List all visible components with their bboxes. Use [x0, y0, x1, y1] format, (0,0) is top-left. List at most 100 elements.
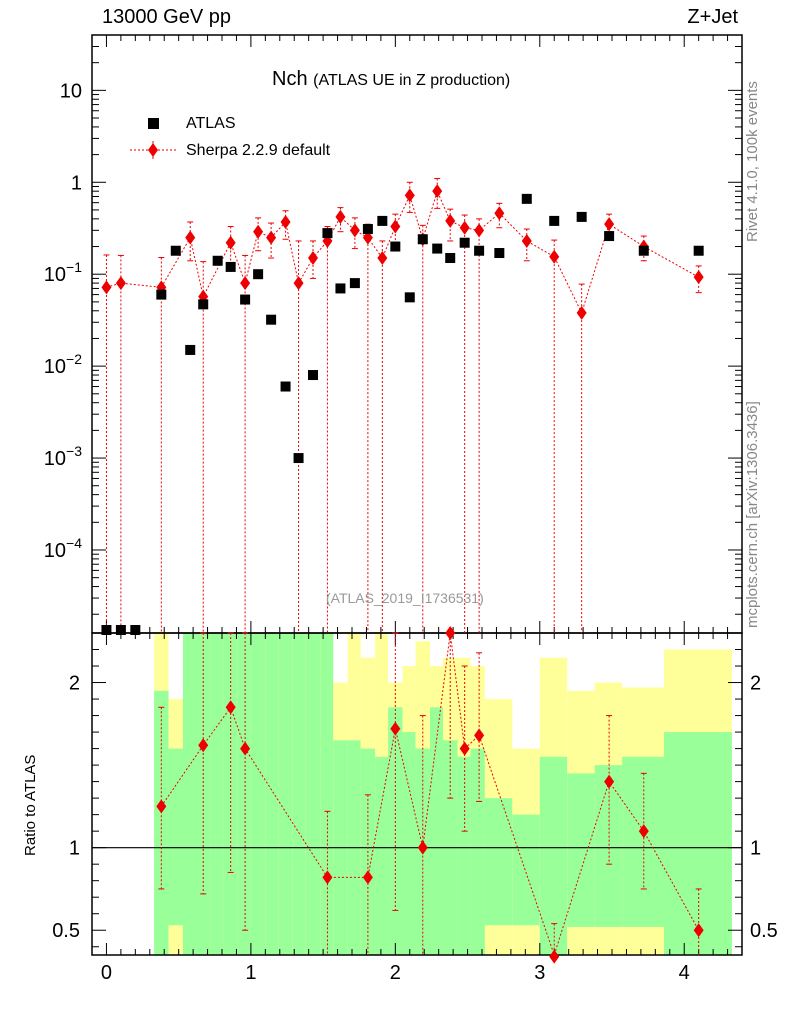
green-band-bin	[250, 633, 266, 955]
ratio-point	[445, 626, 456, 640]
ratio-point	[459, 741, 470, 756]
atlas-point	[576, 211, 587, 222]
atlas-point	[266, 314, 277, 325]
y-tick-label-exponent: −4	[66, 535, 82, 551]
header-collision-energy: 13000 GeV pp	[102, 6, 231, 28]
series-atlas	[101, 193, 704, 635]
green-band-bin	[457, 756, 471, 955]
series-ratio	[156, 626, 704, 964]
green-band-bin	[622, 756, 664, 927]
atlas-point	[170, 245, 181, 256]
sherpa-point	[576, 305, 587, 320]
atlas-point	[377, 215, 388, 226]
green-band-bin	[388, 707, 403, 955]
analysis-id-watermark: (ATLAS_2019_I1736531)	[326, 590, 484, 606]
atlas-point	[417, 234, 428, 245]
sherpa-point	[494, 206, 505, 221]
sherpa-point	[377, 251, 388, 266]
ratio-point	[362, 870, 373, 885]
sherpa-point	[101, 280, 112, 295]
y-tick-label-exponent: −1	[66, 259, 82, 275]
green-band-bin	[278, 633, 293, 955]
atlas-point	[240, 294, 251, 305]
sherpa-point	[521, 233, 532, 248]
sherpa-point	[225, 235, 236, 250]
atlas-point	[638, 245, 649, 256]
y-tick-label: 1	[71, 172, 82, 194]
green-band-bin	[183, 633, 196, 955]
y-tick-label-base: 10	[44, 264, 66, 286]
sherpa-point	[308, 251, 318, 266]
sherpa-point	[185, 230, 196, 245]
main-y-axis: 10 1 10−1 10−2 10−3 10 −4	[44, 34, 742, 615]
atlas-point	[308, 370, 318, 381]
green-band-bin	[664, 732, 732, 955]
sherpa-point	[474, 223, 485, 238]
x-tick-label: 3	[534, 962, 545, 984]
atlas-point	[130, 625, 141, 635]
sherpa-point	[432, 184, 443, 199]
sherpa-point	[549, 249, 560, 264]
ratio-y-axis: 0.5 0.5 1 1 2 2	[52, 649, 778, 948]
y-tick-label-exponent: −3	[66, 443, 82, 459]
atlas-point	[432, 243, 443, 254]
sherpa-point	[390, 219, 401, 234]
sherpa-point	[459, 220, 470, 235]
ratio-point	[156, 799, 167, 814]
ratio-point	[198, 738, 209, 753]
atlas-point	[212, 255, 223, 266]
ratio-plot-frame	[91, 632, 743, 956]
y-tick-label-base: 10	[44, 356, 66, 378]
y-tick-label-right: 1	[750, 838, 761, 860]
green-band-bin	[430, 707, 443, 955]
sherpa-point	[404, 188, 415, 203]
atlas-point	[156, 289, 167, 300]
ratio-line	[160, 632, 700, 957]
ratio-point	[390, 721, 401, 736]
atlas-point	[293, 453, 304, 464]
ratio-uncertainty-bands	[154, 633, 732, 955]
atlas-point	[474, 245, 485, 256]
y-tick-label: 10−1	[44, 259, 82, 286]
atlas-point	[521, 193, 532, 204]
legend-marker-atlas	[148, 118, 159, 129]
y-tick-label: 10−3	[44, 443, 82, 470]
green-band-bin	[210, 633, 224, 955]
sherpa-point	[253, 224, 264, 239]
plot-title: Nch (ATLAS UE in Z production)	[272, 68, 510, 91]
sherpa-line	[106, 189, 699, 315]
ratio-point	[474, 728, 485, 743]
ratio-point	[604, 774, 615, 789]
atlas-point	[335, 283, 346, 294]
sherpa-point	[693, 270, 704, 285]
atlas-point	[390, 241, 401, 252]
atlas-point	[322, 228, 333, 239]
y-tick-label-right: 2	[750, 673, 761, 695]
green-band-bin	[470, 748, 485, 955]
plot-title-subtitle: (ATLAS UE in Z production)	[313, 72, 511, 89]
x-tick-label: 0	[101, 962, 112, 984]
plot-title-main: Nch	[272, 68, 308, 90]
atlas-point	[494, 248, 505, 259]
atlas-point	[115, 625, 126, 635]
rivet-version-label: Rivet 4.1.0, 100k events	[744, 81, 761, 242]
atlas-point	[225, 261, 236, 272]
green-band-bin	[539, 756, 568, 955]
mcplots-reference-label: mcplots.cern.ch [arXiv:1306.3436]	[744, 401, 761, 628]
ratio-point	[240, 741, 251, 756]
atlas-point	[362, 224, 373, 235]
sherpa-point	[349, 223, 360, 238]
atlas-point	[604, 231, 615, 242]
x-tick-label: 4	[679, 962, 690, 984]
x-tick-label: 2	[390, 962, 401, 984]
atlas-point	[185, 344, 196, 355]
green-band-bin	[292, 633, 306, 955]
sherpa-point	[604, 217, 615, 232]
series-sherpa	[101, 177, 704, 633]
atlas-point	[445, 253, 456, 264]
sherpa-point	[266, 230, 277, 245]
y-tick-label: 10−2	[44, 351, 82, 378]
atlas-point	[253, 269, 264, 280]
atlas-point	[280, 381, 291, 392]
